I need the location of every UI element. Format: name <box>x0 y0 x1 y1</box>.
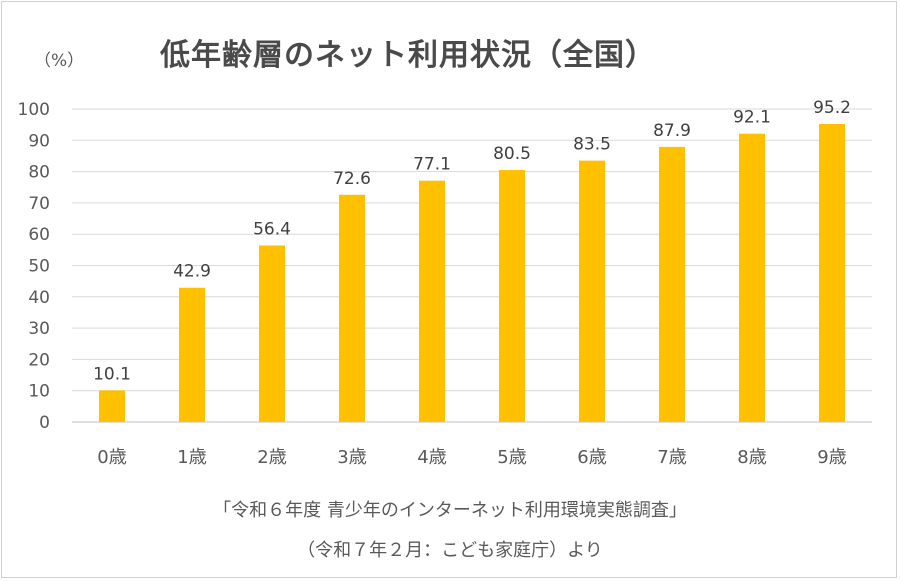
bar <box>659 146 685 423</box>
source-line-1: 「令和６年度 青少年のインターネット利用環境実態調査」 <box>213 500 687 521</box>
data-label: 92.1 <box>733 108 771 128</box>
x-tick-label: 4歳 <box>417 447 446 468</box>
bar <box>179 287 205 422</box>
source-line-2: （令和７年２月：こども家庭庁）より <box>297 540 603 561</box>
y-tick-label: 0 <box>39 413 50 433</box>
y-tick-label: 40 <box>28 288 50 308</box>
bar <box>419 180 445 422</box>
y-tick-label: 60 <box>28 225 50 245</box>
x-tick-label: 9歳 <box>817 447 846 468</box>
data-label: 83.5 <box>573 135 611 155</box>
bar <box>99 390 125 422</box>
data-label: 72.6 <box>333 169 371 189</box>
x-tick-label: 6歳 <box>577 447 606 468</box>
data-label: 56.4 <box>253 219 291 239</box>
data-label: 87.9 <box>653 121 691 141</box>
x-tick-label: 8歳 <box>737 447 766 468</box>
chart-title: 低年齢層のネット利用状況（全国） <box>160 38 656 73</box>
y-tick-label: 90 <box>28 131 50 151</box>
bar <box>819 124 845 423</box>
y-axis-unit: （%） <box>34 51 85 71</box>
data-label: 10.1 <box>93 364 131 384</box>
x-tick-label: 0歳 <box>97 447 126 468</box>
bar <box>739 133 765 423</box>
y-tick-label: 20 <box>28 350 50 370</box>
y-tick-label: 80 <box>28 163 50 183</box>
x-tick-label: 7歳 <box>657 447 686 468</box>
data-label: 95.2 <box>813 98 851 118</box>
y-tick-label: 10 <box>28 382 50 402</box>
x-tick-label: 5歳 <box>497 447 526 468</box>
y-tick-label: 30 <box>28 319 50 339</box>
x-tick-label: 2歳 <box>257 447 286 468</box>
y-tick-label: 100 <box>18 100 50 120</box>
bar <box>259 245 285 422</box>
bar <box>499 170 525 422</box>
y-tick-label: 70 <box>28 194 50 214</box>
x-tick-label: 1歳 <box>177 447 206 468</box>
bar <box>339 194 365 422</box>
data-label: 77.1 <box>413 155 451 175</box>
x-tick-label: 3歳 <box>337 447 366 468</box>
data-label: 80.5 <box>493 144 531 164</box>
bar <box>579 160 605 422</box>
y-tick-label: 50 <box>28 257 50 277</box>
data-label: 42.9 <box>173 262 211 282</box>
